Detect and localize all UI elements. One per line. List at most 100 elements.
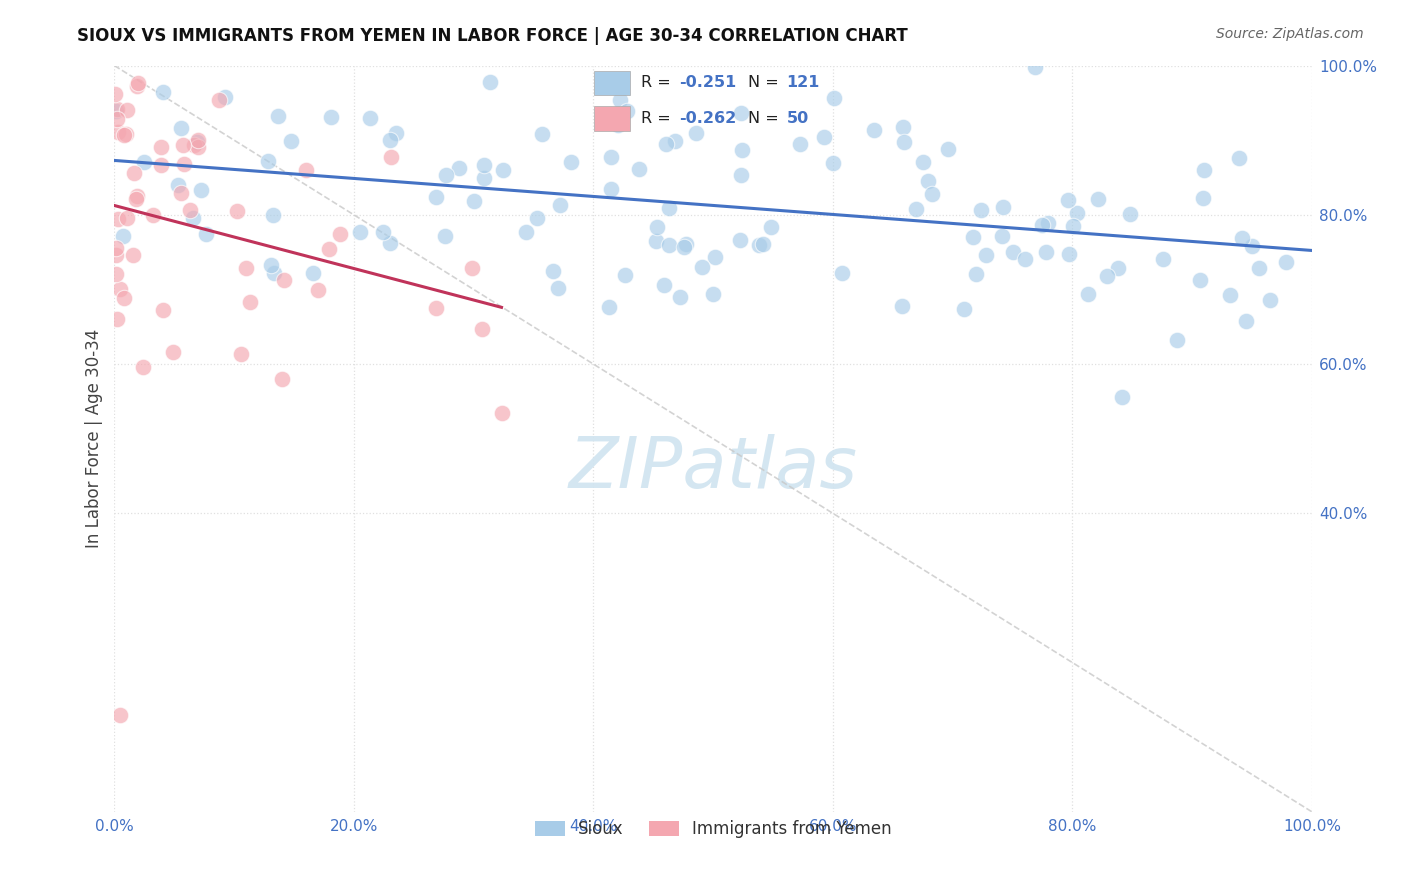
Point xyxy=(644,234,666,248)
Point xyxy=(550,198,572,212)
Point xyxy=(1035,245,1057,260)
Point xyxy=(685,127,707,141)
Text: N =: N = xyxy=(748,76,785,90)
Point xyxy=(385,126,408,140)
Point xyxy=(962,230,984,244)
Point xyxy=(225,204,247,219)
Point xyxy=(1066,206,1088,220)
Text: 50: 50 xyxy=(786,111,808,126)
Point xyxy=(301,266,323,280)
Point xyxy=(169,186,191,200)
Point xyxy=(149,139,172,153)
Point xyxy=(669,290,692,304)
Point xyxy=(1111,390,1133,404)
Point xyxy=(1247,260,1270,275)
Point xyxy=(172,138,194,153)
Point xyxy=(104,248,127,262)
Point xyxy=(114,127,136,141)
Point xyxy=(690,260,713,275)
Text: -0.262: -0.262 xyxy=(679,111,737,126)
Point xyxy=(911,154,934,169)
Point xyxy=(702,287,724,301)
Point xyxy=(380,133,402,147)
Point xyxy=(263,266,285,280)
Point xyxy=(125,193,148,207)
Point xyxy=(645,219,668,234)
Point xyxy=(105,112,128,126)
Point xyxy=(823,91,845,105)
Point xyxy=(1107,261,1129,276)
Point xyxy=(609,93,631,107)
Point xyxy=(628,162,651,177)
Point xyxy=(893,135,915,149)
Point xyxy=(831,266,853,280)
Point xyxy=(460,260,482,275)
Point xyxy=(891,120,914,134)
Point xyxy=(652,277,675,292)
Point xyxy=(186,135,208,149)
Y-axis label: In Labor Force | Age 30-34: In Labor Force | Age 30-34 xyxy=(86,329,103,549)
Point xyxy=(658,202,681,216)
Point xyxy=(229,347,252,361)
Point xyxy=(560,155,582,169)
Legend: Sioux, Immigrants from Yemen: Sioux, Immigrants from Yemen xyxy=(529,814,898,845)
Point xyxy=(318,242,340,256)
Point xyxy=(921,186,943,201)
Point xyxy=(111,228,134,243)
Point xyxy=(1014,252,1036,267)
Text: Source: ZipAtlas.com: Source: ZipAtlas.com xyxy=(1216,27,1364,41)
FancyBboxPatch shape xyxy=(595,106,630,130)
Point xyxy=(863,123,886,137)
Point xyxy=(1219,287,1241,301)
Point xyxy=(547,281,569,295)
Point xyxy=(167,178,190,192)
Point xyxy=(472,171,495,186)
Point xyxy=(270,372,292,386)
Point xyxy=(976,248,998,262)
Text: SIOUX VS IMMIGRANTS FROM YEMEN IN LABOR FORCE | AGE 30-34 CORRELATION CHART: SIOUX VS IMMIGRANTS FROM YEMEN IN LABOR … xyxy=(77,27,908,45)
Point xyxy=(598,300,620,314)
Point xyxy=(173,156,195,170)
Point xyxy=(1166,333,1188,347)
Point xyxy=(728,233,751,247)
Point xyxy=(1038,216,1060,230)
Point xyxy=(1031,218,1053,232)
Point xyxy=(260,258,283,272)
Point xyxy=(273,273,295,287)
Point xyxy=(235,260,257,275)
Point xyxy=(730,106,752,120)
Point xyxy=(134,155,156,169)
Point xyxy=(761,219,783,234)
Point xyxy=(1057,193,1080,207)
Point xyxy=(1241,239,1264,253)
Point xyxy=(789,137,811,152)
Point xyxy=(183,211,205,225)
Point xyxy=(614,268,637,283)
Point xyxy=(190,183,212,197)
Point xyxy=(149,157,172,171)
FancyBboxPatch shape xyxy=(595,70,630,95)
Point xyxy=(1232,230,1254,244)
Point xyxy=(434,229,457,244)
Point xyxy=(257,153,280,168)
Point xyxy=(917,174,939,188)
Point xyxy=(491,406,513,420)
Point xyxy=(675,236,697,251)
Point xyxy=(526,211,548,225)
Point xyxy=(1057,247,1080,261)
Point xyxy=(515,225,537,239)
Point xyxy=(112,128,135,143)
Point xyxy=(103,87,125,101)
Point xyxy=(105,102,128,116)
Point xyxy=(1192,163,1215,178)
Point xyxy=(541,264,564,278)
Point xyxy=(673,240,696,254)
Point xyxy=(179,203,201,218)
Point xyxy=(110,707,132,722)
Point xyxy=(105,312,128,326)
Point xyxy=(434,168,457,182)
Point xyxy=(813,129,835,144)
Point xyxy=(107,212,129,227)
Point xyxy=(194,227,217,241)
Point xyxy=(471,322,494,336)
